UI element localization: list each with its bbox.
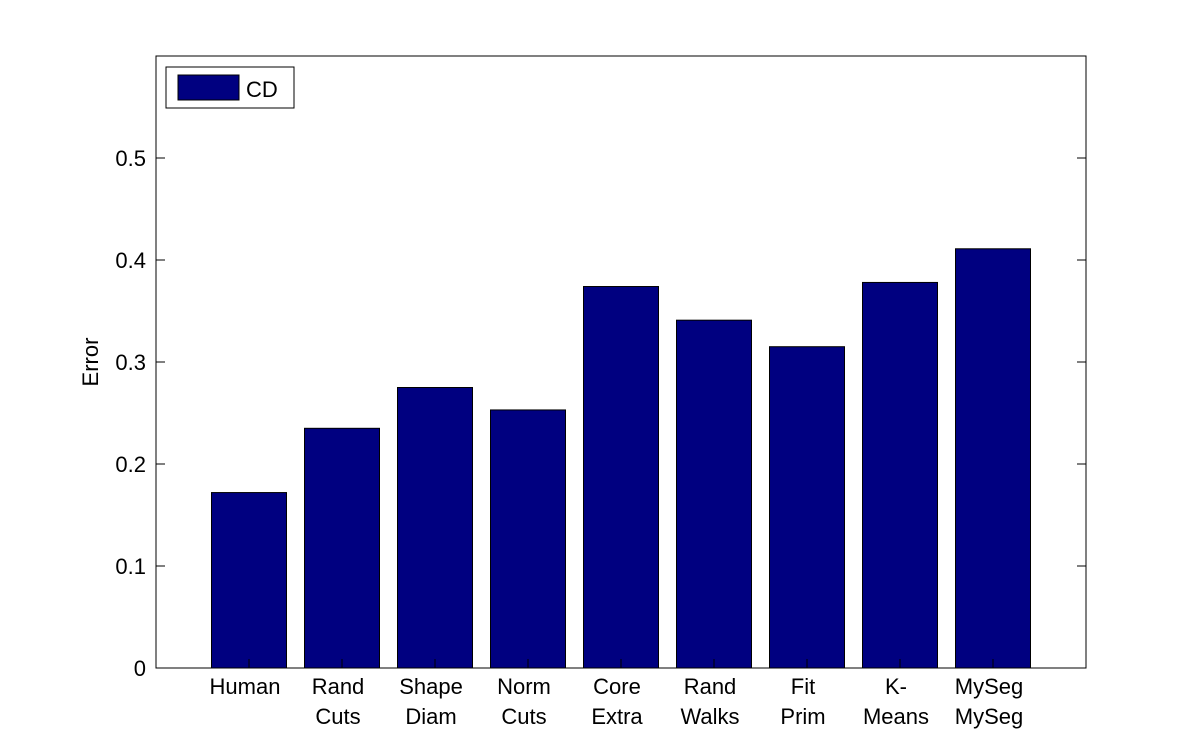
bar-7 [862, 281, 938, 669]
x-tick-label-3-line-0: Norm [497, 674, 551, 699]
y-tick-label-5: 0.5 [115, 146, 146, 171]
bar-1 [304, 427, 380, 669]
bar-2 [397, 387, 473, 669]
y-tick-label-1: 0.1 [115, 554, 146, 579]
y-tick-label-2: 0.2 [115, 452, 146, 477]
x-tick-label-6-line-1: Prim [780, 704, 825, 729]
x-tick-label-8-line-1: MySeg [955, 704, 1023, 729]
x-tick-label-1-line-0: Rand [312, 674, 365, 699]
y-tick-label-0: 0 [134, 656, 146, 681]
x-tick-label-3-line-1: Cuts [501, 704, 546, 729]
bar-5 [676, 319, 752, 669]
x-tick-label-8-line-0: MySeg [955, 674, 1023, 699]
x-tick-label-5-line-0: Rand [684, 674, 737, 699]
y-axis-title: Error [78, 338, 103, 387]
bar-8 [955, 248, 1031, 669]
x-tick-label-6-line-0: Fit [791, 674, 815, 699]
x-tick-label-1-line-1: Cuts [315, 704, 360, 729]
x-tick-label-7-line-1: Means [863, 704, 929, 729]
x-tick-label-2-line-0: Shape [399, 674, 463, 699]
x-tick-label-7-line-0: K- [885, 674, 907, 699]
legend-label-cd: CD [246, 77, 278, 102]
bar-3 [490, 409, 566, 669]
bars-group [211, 248, 1031, 669]
y-axis-ticks: 0 0.1 0.2 0.3 0.4 0.5 [115, 146, 1086, 681]
legend: CD [165, 66, 295, 109]
y-tick-label-4: 0.4 [115, 248, 146, 273]
x-tick-label-5-line-1: Walks [680, 704, 739, 729]
legend-swatch-cd [177, 74, 240, 101]
bar-6 [769, 346, 845, 669]
x-tick-label-4-line-1: Extra [591, 704, 643, 729]
bar-0 [211, 492, 287, 669]
y-tick-label-3: 0.3 [115, 350, 146, 375]
x-axis-labels: Human Rand Cuts Shape Diam Norm Cuts Core Extra R… [210, 659, 1023, 729]
bar-4 [583, 286, 659, 669]
x-tick-label-0-line-0: Human [210, 674, 281, 699]
x-tick-label-2-line-1: Diam [405, 704, 456, 729]
x-tick-label-4-line-0: Core [593, 674, 641, 699]
